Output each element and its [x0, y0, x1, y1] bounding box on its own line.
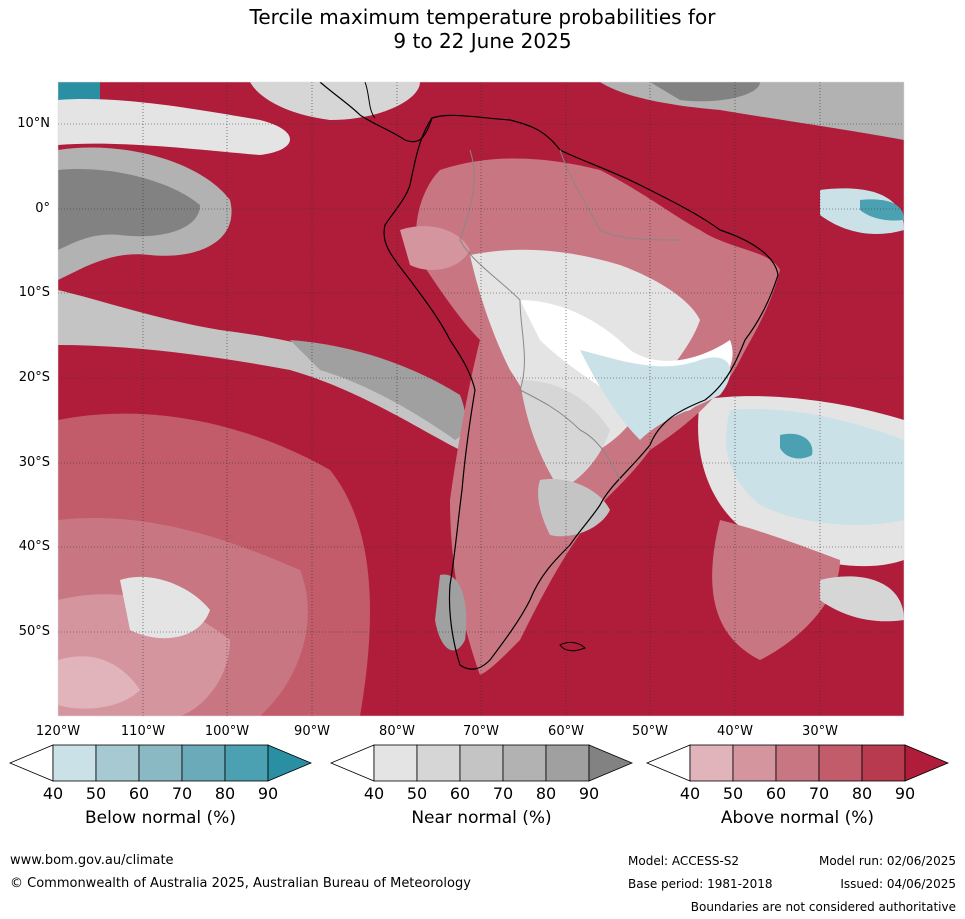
colorbar-above-segment [861, 744, 906, 782]
footer-disclaimer: Boundaries are not considered authoritat… [690, 900, 956, 914]
country-borders [459, 149, 621, 481]
colorbar-below-tick: 60 [128, 784, 150, 803]
colorbar-above-tick: 80 [851, 784, 873, 803]
footer-issued: Issued: 04/06/2025 [840, 877, 956, 891]
region-below-atlantic-80 [860, 199, 904, 221]
chart-title-line2: 9 to 22 June 2025 [393, 29, 572, 53]
region-near-90 [58, 169, 200, 250]
colorbar-near-min-arrow [329, 744, 375, 782]
lon-label-80w: 80°W [379, 724, 415, 739]
footer-copyright: © Commonwealth of Australia 2025, Austra… [10, 876, 471, 891]
colorbar-above-tick: 50 [722, 784, 744, 803]
colorbar-below-segment [181, 744, 226, 782]
colorbar-below-tick: 80 [214, 784, 236, 803]
footer-website: www.bom.gov.au/climate [10, 853, 174, 868]
continent-near-55 [520, 380, 610, 490]
colorbar-above-tick: 60 [765, 784, 787, 803]
colorbar-below-title: Below normal (%) [85, 808, 236, 828]
colorbar-below-segment [138, 744, 183, 782]
map-gridlines [58, 82, 904, 716]
region-near-60 [58, 290, 464, 450]
colorbar-below-max-arrow [267, 744, 313, 782]
south-america-coastline [383, 114, 779, 670]
colorbars [8, 744, 950, 782]
lat-label-20s: 20°S [18, 370, 50, 385]
colorbar-near-title: Near normal (%) [411, 808, 552, 828]
lat-label-0: 0° [35, 201, 50, 216]
chart-title-line1: Tercile maximum temperature probabilitie… [249, 5, 716, 29]
colorbar-above-max-arrow [904, 744, 950, 782]
continent-near-60 [538, 479, 610, 537]
colorbar-below-segment [52, 744, 97, 782]
region-below-south-atlantic [726, 409, 904, 525]
colorbar-near-segment [545, 744, 590, 782]
colorbar-below-tick: 90 [257, 784, 279, 803]
region-above-40 [58, 656, 140, 709]
continent-below-40 [580, 350, 731, 440]
colorbar-near-tick: 50 [406, 784, 428, 803]
colorbar-above-segment [689, 744, 734, 782]
colorbar-below-tick: 40 [42, 784, 64, 803]
colorbar-below-segment [95, 744, 140, 782]
region-near-55 [250, 82, 420, 120]
continent-above-50 [400, 226, 470, 270]
lat-label-10n: 10°N [17, 116, 50, 131]
region-near-50-north [58, 99, 290, 155]
lat-label-30s: 30°S [18, 455, 50, 470]
region-above-south-atlantic [712, 520, 840, 660]
lon-label-60w: 60°W [548, 724, 584, 739]
colorbar-near-tick: 70 [492, 784, 514, 803]
colorbar-above-segment [775, 744, 820, 782]
colorbar-above-min-arrow [645, 744, 691, 782]
lon-label-50w: 50°W [632, 724, 668, 739]
colorbar-above-segment [818, 744, 863, 782]
colorbar-near-segment [459, 744, 504, 782]
falkland-islands [559, 641, 586, 652]
colorbar-near-segment [416, 744, 461, 782]
yucatan-coastline [364, 82, 376, 119]
footer-model-run: Model run: 02/06/2025 [818, 854, 956, 868]
lon-label-100w: 100°W [204, 724, 250, 739]
colorbar-below-min-arrow [8, 744, 54, 782]
region-near-south-east [820, 576, 904, 622]
lon-label-70w: 70°W [463, 724, 499, 739]
region-below-south-atlantic-80 [780, 433, 813, 459]
colorbar-above-tick: 40 [679, 784, 701, 803]
region-near-50 [120, 576, 210, 639]
footer-model: Model: ACCESS-S2 [628, 854, 740, 868]
lat-label-10s: 10°S [18, 285, 50, 300]
colorbar-below-segment [224, 744, 269, 782]
colorbar-near-segment [502, 744, 547, 782]
country-borders-north [559, 149, 681, 241]
colorbar-above-tick: 70 [808, 784, 830, 803]
lat-label-50s: 50°S [18, 624, 50, 639]
colorbar-near-tick: 60 [449, 784, 471, 803]
lon-label-30w: 30°W [802, 724, 838, 739]
lon-label-120w: 120°W [35, 724, 81, 739]
lon-label-90w: 90°W [294, 724, 330, 739]
lon-label-110w: 110°W [120, 724, 166, 739]
patagonia-near-80 [435, 574, 467, 651]
colorbar-near-tick: 40 [363, 784, 385, 803]
colorbar-below-tick: 70 [171, 784, 193, 803]
lat-label-40s: 40°S [18, 539, 50, 554]
colorbar-near-segment [373, 744, 418, 782]
colorbar-above-title: Above normal (%) [720, 808, 875, 828]
colorbar-near-max-arrow [588, 744, 634, 782]
colorbar-below-tick: 50 [85, 784, 107, 803]
map-frame [57, 81, 905, 717]
lon-label-40w: 40°W [717, 724, 753, 739]
colorbar-above-tick: 90 [894, 784, 916, 803]
colorbar-near-tick: 80 [535, 784, 557, 803]
central-america-coastline [319, 82, 433, 143]
footer-base-period: Base period: 1981-2018 [628, 877, 773, 891]
map-area [58, 82, 904, 716]
region-near-80 [290, 340, 466, 440]
colorbar-above-segment [732, 744, 777, 782]
region-near-atlantic-90 [650, 82, 760, 102]
colorbar-near-tick: 90 [578, 784, 600, 803]
